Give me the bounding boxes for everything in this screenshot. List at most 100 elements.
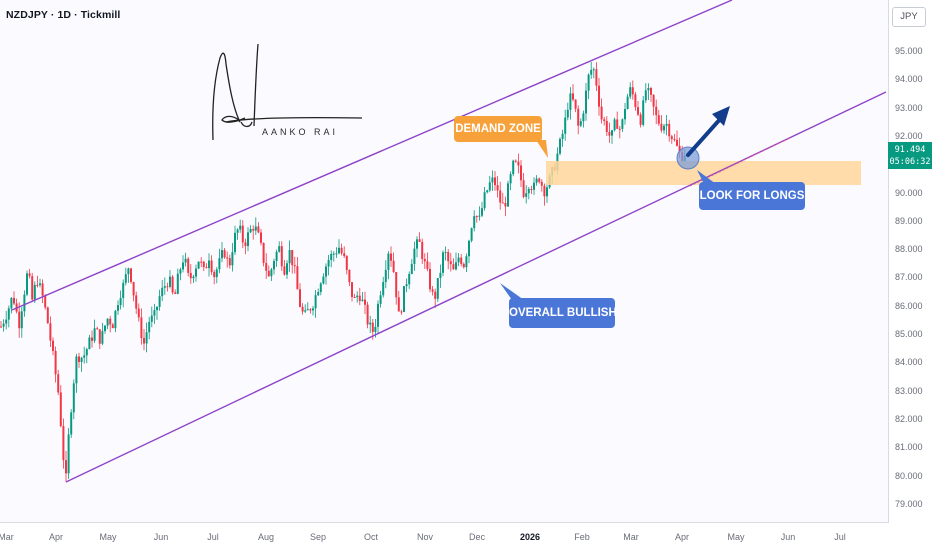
candle xyxy=(257,222,260,234)
candle xyxy=(273,258,275,275)
price-axis-label: 84.000 xyxy=(895,357,923,368)
candle xyxy=(109,315,112,333)
candle xyxy=(304,304,307,314)
currency-button[interactable]: JPY xyxy=(892,7,926,27)
candle xyxy=(647,83,650,101)
candle xyxy=(585,83,587,121)
candle xyxy=(275,249,278,267)
candle xyxy=(410,259,413,275)
candle xyxy=(267,265,270,277)
candle xyxy=(676,130,678,147)
time-axis-label: Apr xyxy=(48,532,64,542)
candle xyxy=(566,102,569,121)
candle xyxy=(340,243,343,256)
candle xyxy=(179,267,182,281)
candle xyxy=(397,290,400,312)
candle xyxy=(413,241,416,271)
candle xyxy=(145,322,148,353)
candle xyxy=(13,291,15,306)
candle xyxy=(226,251,229,268)
candle xyxy=(260,229,262,246)
candle xyxy=(166,282,169,292)
candle xyxy=(533,177,535,195)
candle xyxy=(418,232,421,243)
candle xyxy=(501,192,504,204)
overall-bullish-note[interactable]: OVERALL BULLISH xyxy=(509,298,617,328)
candle xyxy=(5,310,8,330)
candle xyxy=(540,179,543,192)
candle xyxy=(475,215,478,223)
candle xyxy=(387,251,390,280)
candle xyxy=(244,238,247,255)
candle xyxy=(590,61,593,79)
candle xyxy=(579,118,582,128)
time-axis-label: Jul xyxy=(207,532,219,542)
time-axis-label: Sep xyxy=(309,532,327,542)
entry-highlight-circle[interactable] xyxy=(676,146,700,170)
candle xyxy=(44,294,47,310)
candle xyxy=(10,297,13,314)
candle xyxy=(655,99,658,125)
candle xyxy=(652,94,655,116)
look-for-longs-note[interactable]: LOOK FOR LONGS xyxy=(699,182,805,210)
candle xyxy=(62,418,65,469)
candle xyxy=(572,84,574,102)
candle xyxy=(156,306,158,320)
price-axis-label: 86.000 xyxy=(895,300,923,311)
candle xyxy=(538,177,541,184)
candle xyxy=(442,250,444,277)
candle xyxy=(668,119,671,142)
symbol-title[interactable]: NZDJPY · 1D · Tickmill xyxy=(6,9,121,21)
candle xyxy=(509,171,512,190)
signature-logo xyxy=(212,43,363,141)
candle xyxy=(192,274,195,284)
candle xyxy=(200,257,203,268)
candle xyxy=(153,303,156,324)
candle xyxy=(514,159,517,163)
candle xyxy=(504,196,507,217)
candle xyxy=(91,330,93,348)
candle xyxy=(148,316,151,340)
candle xyxy=(650,86,652,102)
candle xyxy=(592,67,595,79)
candle xyxy=(174,289,177,295)
candle xyxy=(358,287,361,306)
candle xyxy=(197,261,200,270)
candle xyxy=(104,325,106,334)
demand-zone-note[interactable]: DEMAND ZONE xyxy=(454,116,542,142)
candle xyxy=(184,252,187,267)
candle xyxy=(626,93,629,110)
candle xyxy=(88,334,91,350)
candle xyxy=(239,219,242,233)
candle xyxy=(546,183,548,203)
candle xyxy=(603,116,606,126)
candle xyxy=(41,279,44,304)
candle xyxy=(319,282,322,296)
candle xyxy=(460,253,463,267)
current-price-value: 91.494 xyxy=(894,145,926,155)
candle xyxy=(130,267,132,284)
channel-upper-line[interactable] xyxy=(11,0,733,311)
candle xyxy=(117,300,119,315)
channel-lower-dotted-extension xyxy=(689,137,791,187)
candle xyxy=(564,109,567,141)
candle xyxy=(561,129,564,147)
candle xyxy=(296,257,299,290)
candle xyxy=(231,243,234,272)
candle xyxy=(631,80,634,100)
chart-pane[interactable] xyxy=(0,0,889,523)
candle xyxy=(280,241,283,271)
candle xyxy=(621,118,624,133)
time-axis-label: Dec xyxy=(468,532,486,542)
candle xyxy=(390,246,392,268)
candle xyxy=(421,238,424,265)
channel-lower-line[interactable] xyxy=(65,91,887,483)
candle xyxy=(338,239,340,255)
candle xyxy=(278,241,281,253)
bullish-arrow-icon[interactable] xyxy=(686,106,730,157)
candle xyxy=(348,269,351,287)
candle xyxy=(75,353,78,393)
time-axis-label: Mar xyxy=(623,532,639,542)
candle xyxy=(436,278,439,302)
